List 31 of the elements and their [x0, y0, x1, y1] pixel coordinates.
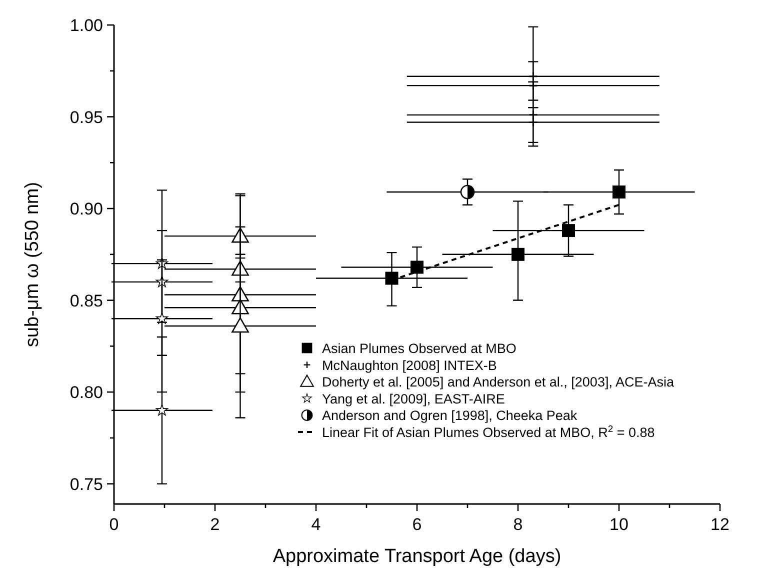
point [612, 186, 626, 199]
y-tick-label: 0.80 [70, 383, 103, 402]
y-tick-label: 0.95 [70, 108, 103, 127]
y-tick-label: 0.90 [70, 200, 103, 219]
legend-label: Doherty et al. [2005] and Anderson et al., [2003], ACE-Asia [322, 374, 674, 390]
x-tick-label: 6 [412, 515, 422, 534]
legend-label: McNaughton [2008] INTEX-B [322, 358, 497, 373]
legend-label: Linear Fit of Asian Plumes Observed at MBO, R$^{2}$ = 0.88 [322, 424, 655, 440]
point [232, 317, 249, 333]
point [460, 184, 475, 200]
x-tick-label: 8 [513, 515, 523, 534]
y-tick-label: 0.75 [70, 474, 103, 494]
point [156, 404, 168, 416]
y-tick-label: 0.85 [70, 291, 103, 310]
point [385, 272, 398, 285]
point [562, 224, 575, 238]
x-tick-label: 2 [210, 515, 220, 534]
legend-label: Anderson and Ogren [1998], Cheeka Peak [322, 408, 578, 424]
y-axis-title: sub-μm ω (550 nm) [22, 182, 43, 348]
x-tick-label: 10 [610, 515, 628, 534]
point [512, 248, 524, 261]
point [156, 312, 168, 324]
x-axis-title: Approximate Transport Age (days) [272, 546, 562, 567]
legend-label: Yang et al. [2009], EAST-AIRE [322, 391, 505, 406]
y-tick-label: 1.00 [70, 16, 103, 35]
x-tick-label: 0 [109, 515, 119, 534]
legend-label: Asian Plumes Observed at MBO [322, 341, 516, 356]
x-tick-label: 12 [710, 515, 730, 534]
x-tick-label: 4 [311, 515, 321, 534]
point [528, 118, 538, 128]
point [410, 260, 424, 274]
